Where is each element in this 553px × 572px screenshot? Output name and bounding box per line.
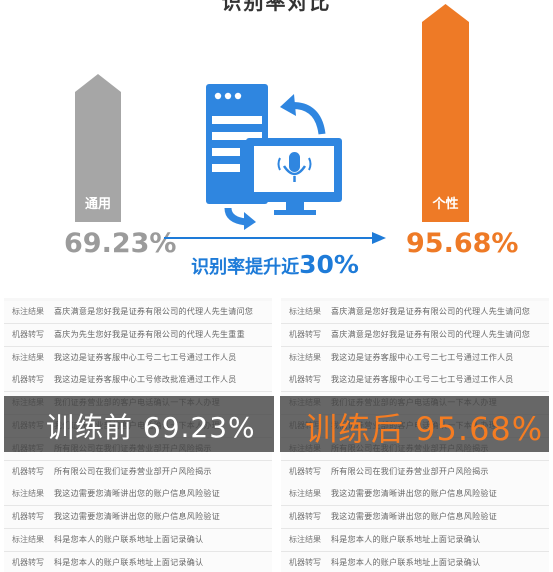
row-transcript: 所有限公司在我们证券营业部开户风险揭示	[331, 466, 489, 476]
personal-rate: 95.68%	[406, 228, 519, 259]
personal-label: 个性	[432, 197, 459, 212]
row-label: 标注结果	[12, 307, 44, 316]
row-transcript: 我这边是证券客服中心工号二七工号通过工作人员	[54, 352, 237, 362]
row-transcript: 我这边是证券客服中心工号修改批准通过工作人员	[54, 375, 237, 385]
row-label: 机器转写	[289, 512, 321, 522]
before-overlay	[4, 396, 274, 452]
row-transcript: 喜庆满意是您好我是证券有限公司的代理人先生请问您	[331, 307, 531, 316]
row-transcript: 科是您本人的账户联系地址上面记录确认	[331, 557, 481, 567]
table-row: 机器转写 喜庆满意是您好我是证券有限公司的代理人先生请问您	[281, 323, 549, 347]
improvement-text: 识别率提升近30%	[160, 250, 390, 279]
row-label: 标注结果	[289, 489, 321, 499]
improvement-prefix: 识别率提升近	[191, 257, 300, 278]
row-transcript: 所有限公司在我们证券营业部开户风险揭示	[54, 466, 212, 476]
general-label: 通用	[84, 197, 111, 212]
table-row: 标注结果 我这边需要您清晰讲出您的账户信息风险验证	[281, 483, 549, 507]
table-row: 机器转写 科是您本人的账户联系地址上面记录确认	[281, 551, 549, 572]
table-row: 机器转写所有限公司在我们证券营业部开户风险揭示	[281, 460, 549, 484]
row-transcript: 科是您本人的账户联系地址上面记录确认	[54, 535, 204, 544]
row-label: 机器转写	[289, 466, 321, 476]
row-label: 标注结果	[12, 352, 44, 362]
row-transcript: 我这边需要您清晰讲出您的账户信息风险验证	[331, 489, 497, 499]
row-transcript: 我这边是证券客服中心工号二七工号通过工作人员	[331, 375, 514, 385]
after-training-rate: 训练后 95.68%	[305, 410, 544, 448]
row-label: 机器转写	[289, 329, 321, 339]
before-training-rate: 训练前 69.23%	[46, 411, 256, 444]
improvement-arrow	[164, 232, 386, 244]
row-label: 标注结果	[12, 535, 44, 544]
page-heading: 识别率对比	[221, 0, 332, 14]
row-transcript: 喜庆满意是您好我是证券有限公司的代理人先生请问您	[54, 307, 254, 316]
after-overlay	[280, 396, 549, 452]
table-row: 标注结果 科是您本人的账户联系地址上面记录确认	[281, 529, 549, 552]
table-row: 标注结果 我这边需要您清晰讲出您的账户信息风险验证	[4, 483, 272, 507]
table-row: 标注结果 我这边是证券客服中心工号二七工号通过工作人员	[4, 346, 272, 370]
row-label: 机器转写	[12, 329, 44, 339]
personal-arrow-bar	[422, 4, 469, 222]
general-rate: 69.23%	[64, 228, 177, 259]
row-label: 标注结果	[289, 307, 321, 316]
row-transcript: 我这边需要您清晰讲出您的账户信息风险验证	[54, 512, 220, 522]
row-transcript: 我这边需要您清晰讲出您的账户信息风险验证	[54, 489, 220, 499]
table-row: 机器转写 我这边是证券客服中心工号二七工号通过工作人员	[281, 369, 549, 393]
row-transcript: 科是您本人的账户联系地址上面记录确认	[54, 557, 204, 567]
table-row: 机器转写 我这边需要您清晰讲出您的账户信息风险验证	[281, 506, 549, 530]
server-monitor-icon	[206, 84, 342, 230]
table-row: 机器转写 我这边是证券客服中心工号修改批准通过工作人员	[4, 369, 272, 393]
improvement-value: 30%	[299, 250, 359, 279]
row-label: 机器转写	[289, 557, 321, 567]
row-transcript: 我这边需要您清晰讲出您的账户信息风险验证	[331, 512, 497, 522]
row-transcript: 喜庆为先生您好我是证券有限公司的代理人先生重重	[54, 329, 245, 339]
row-label: 机器转写	[12, 466, 44, 476]
row-label: 标注结果	[12, 489, 44, 499]
row-transcript: 我这边是证券客服中心工号二七工号通过工作人员	[331, 352, 514, 362]
table-row: 机器转写 我这边需要您清晰讲出您的账户信息风险验证	[4, 506, 272, 530]
table-row: 标注结果 科是您本人的账户联系地址上面记录确认	[4, 529, 272, 552]
table-row: 机器转写 科是您本人的账户联系地址上面记录确认	[4, 551, 272, 572]
general-arrow-bar	[75, 74, 121, 222]
row-label: 标注结果	[289, 535, 321, 544]
table-row: 标注结果 我这边是证券客服中心工号二七工号通过工作人员	[281, 346, 549, 370]
row-transcript: 科是您本人的账户联系地址上面记录确认	[331, 535, 481, 544]
row-label: 机器转写	[289, 375, 321, 385]
row-label: 标注结果	[289, 352, 321, 362]
table-row: 标注结果 喜庆满意是您好我是证券有限公司的代理人先生请问您	[281, 301, 549, 324]
table-row: 机器转写 喜庆为先生您好我是证券有限公司的代理人先生重重	[4, 323, 272, 347]
row-label: 机器转写	[12, 512, 44, 522]
table-row: 标注结果 喜庆满意是您好我是证券有限公司的代理人先生请问您	[4, 301, 272, 324]
row-label: 机器转写	[12, 557, 44, 567]
table-row: 机器转写所有限公司在我们证券营业部开户风险揭示	[4, 460, 272, 484]
row-label: 机器转写	[12, 375, 44, 385]
row-transcript: 喜庆满意是您好我是证券有限公司的代理人先生请问您	[331, 329, 531, 339]
